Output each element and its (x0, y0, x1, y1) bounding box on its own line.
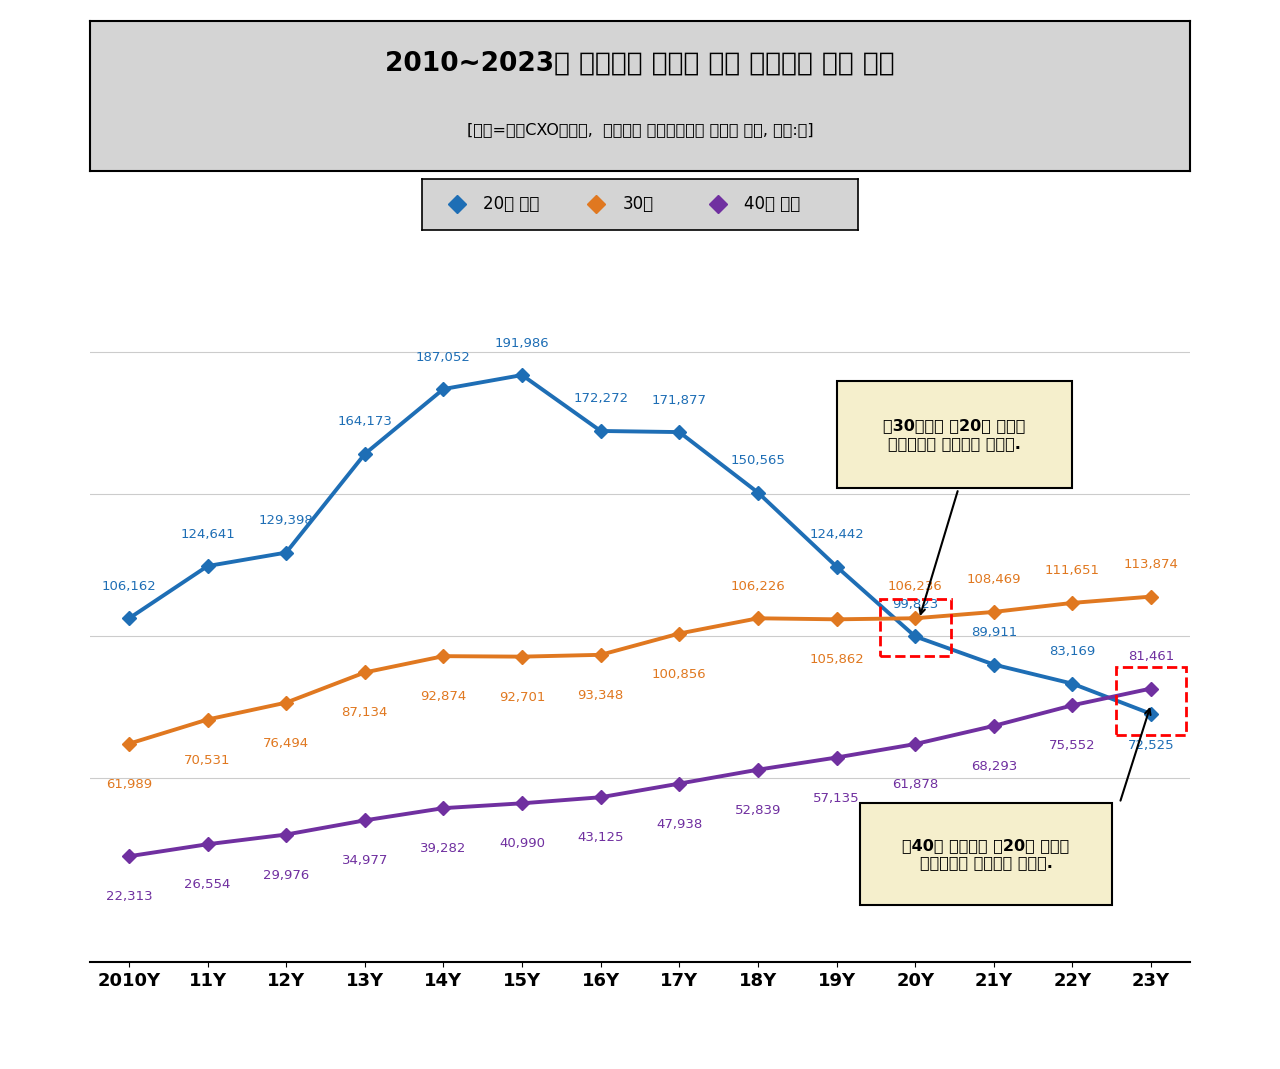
Text: 30대: 30대 (622, 196, 654, 213)
Text: 70,531: 70,531 (184, 754, 230, 766)
Text: 40,990: 40,990 (499, 837, 545, 850)
Text: 81,461: 81,461 (1128, 650, 1174, 663)
Text: 106,162: 106,162 (101, 580, 156, 593)
Text: 57,135: 57,135 (813, 791, 860, 805)
Text: 34,977: 34,977 (342, 854, 388, 867)
Text: 87,134: 87,134 (342, 707, 388, 719)
Text: 100,856: 100,856 (652, 667, 707, 681)
Text: 89,911: 89,911 (970, 626, 1016, 639)
Text: 2010~2023년 삼성전자 전세계 직원 연령대별 인원 현황: 2010~2023년 삼성전자 전세계 직원 연령대별 인원 현황 (385, 50, 895, 76)
Text: 124,442: 124,442 (809, 528, 864, 541)
Text: 〈40대 이상〉이 〈20대 이하〉
직원수보다 입음으로 앞썼다.: 〈40대 이상〉이 〈20대 이하〉 직원수보다 입음으로 앞썼다. (902, 838, 1070, 870)
Text: 191,986: 191,986 (495, 337, 549, 350)
Text: 113,874: 113,874 (1124, 558, 1179, 571)
Text: 29,976: 29,976 (264, 869, 310, 882)
FancyBboxPatch shape (837, 381, 1073, 489)
Text: 75,552: 75,552 (1050, 740, 1096, 753)
Text: 111,651: 111,651 (1044, 564, 1100, 577)
Text: 40대 이상: 40대 이상 (745, 196, 801, 213)
Text: 172,272: 172,272 (573, 392, 628, 405)
Text: 72,525: 72,525 (1128, 740, 1174, 753)
Text: 129,398: 129,398 (259, 514, 314, 527)
Text: [자료=한국CXO연구소,  삼성전자 지속가능경영 보고서 참조, 단위:명]: [자료=한국CXO연구소, 삼성전자 지속가능경영 보고서 참조, 단위:명] (467, 122, 813, 137)
FancyBboxPatch shape (860, 803, 1112, 905)
Text: 171,877: 171,877 (652, 393, 707, 406)
Text: 83,169: 83,169 (1050, 646, 1096, 659)
Text: 99,823: 99,823 (892, 598, 938, 610)
Text: 106,226: 106,226 (731, 579, 786, 593)
Text: 47,938: 47,938 (657, 818, 703, 831)
Text: 52,839: 52,839 (735, 804, 781, 817)
Text: 61,878: 61,878 (892, 778, 938, 791)
Text: 93,348: 93,348 (577, 688, 623, 702)
Text: 108,469: 108,469 (966, 573, 1021, 587)
Text: 76,494: 76,494 (264, 737, 310, 749)
Text: 106,236: 106,236 (888, 579, 942, 592)
Text: 187,052: 187,052 (416, 351, 471, 363)
Text: 20대 이하: 20대 이하 (484, 196, 540, 213)
Text: 68,293: 68,293 (970, 760, 1016, 773)
Text: 39,282: 39,282 (420, 842, 467, 855)
Text: 92,701: 92,701 (499, 691, 545, 703)
Text: 〈30대〉가 〈20대 이하〉
직원수보다 잘음으로 앞썼다.: 〈30대〉가 〈20대 이하〉 직원수보다 잘음으로 앞썼다. (883, 418, 1025, 451)
Bar (879, 599, 951, 655)
Text: 150,565: 150,565 (731, 454, 786, 467)
Text: 164,173: 164,173 (338, 416, 392, 429)
Text: 22,313: 22,313 (106, 890, 152, 903)
Text: 92,874: 92,874 (420, 691, 466, 703)
Bar (1116, 667, 1187, 735)
Text: 43,125: 43,125 (577, 832, 623, 845)
Text: 105,862: 105,862 (809, 653, 864, 666)
Text: 26,554: 26,554 (184, 879, 230, 892)
Text: 61,989: 61,989 (106, 778, 152, 791)
Text: 124,641: 124,641 (180, 527, 236, 541)
